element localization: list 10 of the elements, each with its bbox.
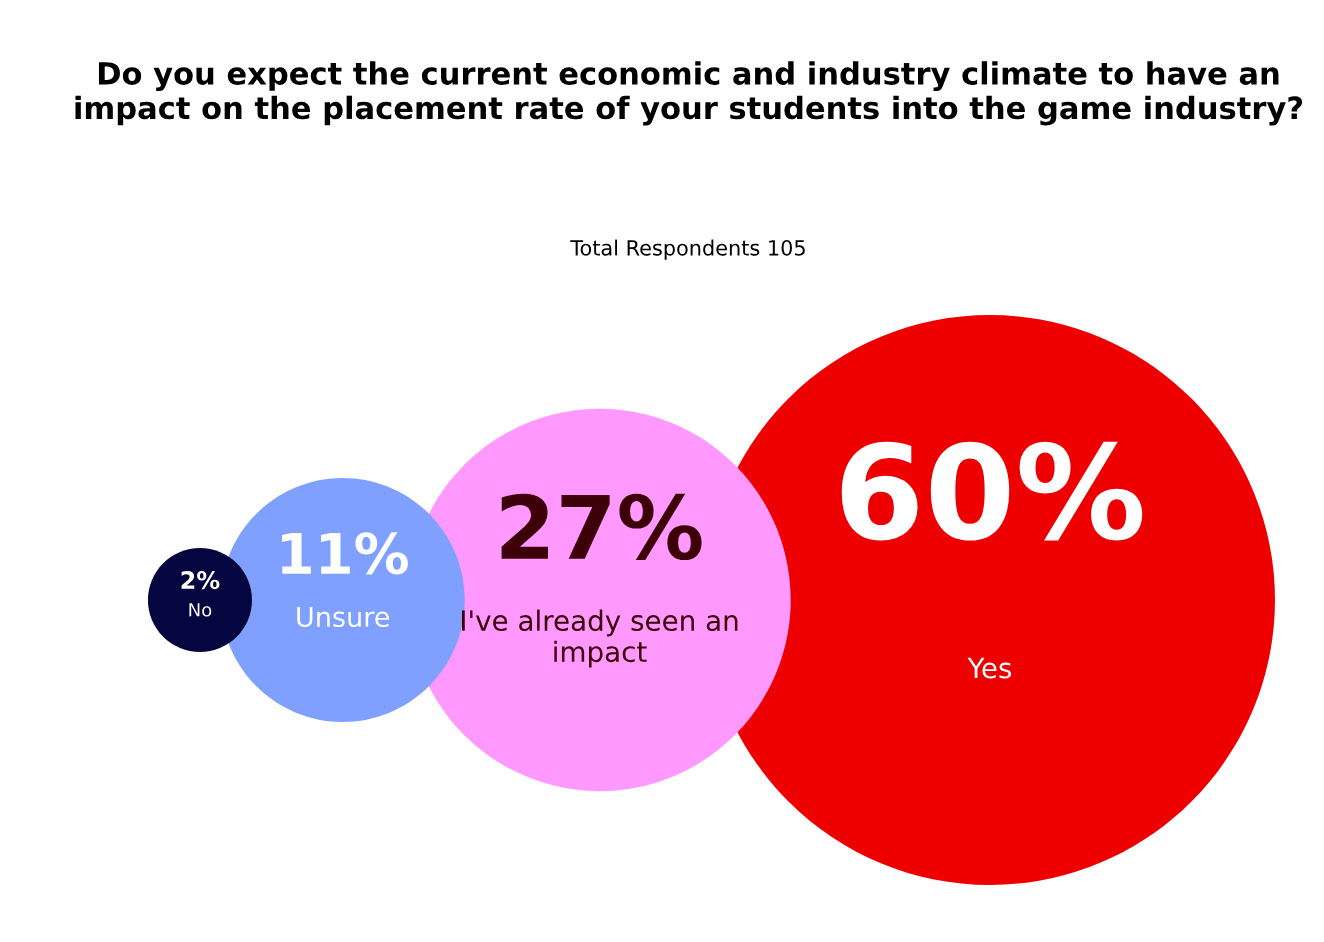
category-label: Yes bbox=[967, 657, 1012, 679]
text: Total Respondents 105 bbox=[570, 239, 805, 260]
text: Do you expect the current economic and industry climate to have an impact on the placement rate of your students into the game industry? bbox=[75, 61, 1303, 126]
category-label: I've already seen an impact bbox=[462, 609, 738, 668]
data-label: 11% bbox=[282, 532, 408, 575]
data-label: 27% bbox=[501, 493, 702, 561]
category-label: Unsure bbox=[297, 606, 390, 628]
data-label: 60% bbox=[841, 441, 1143, 541]
data-label: 2% bbox=[181, 571, 220, 590]
category-label: No bbox=[189, 603, 212, 617]
